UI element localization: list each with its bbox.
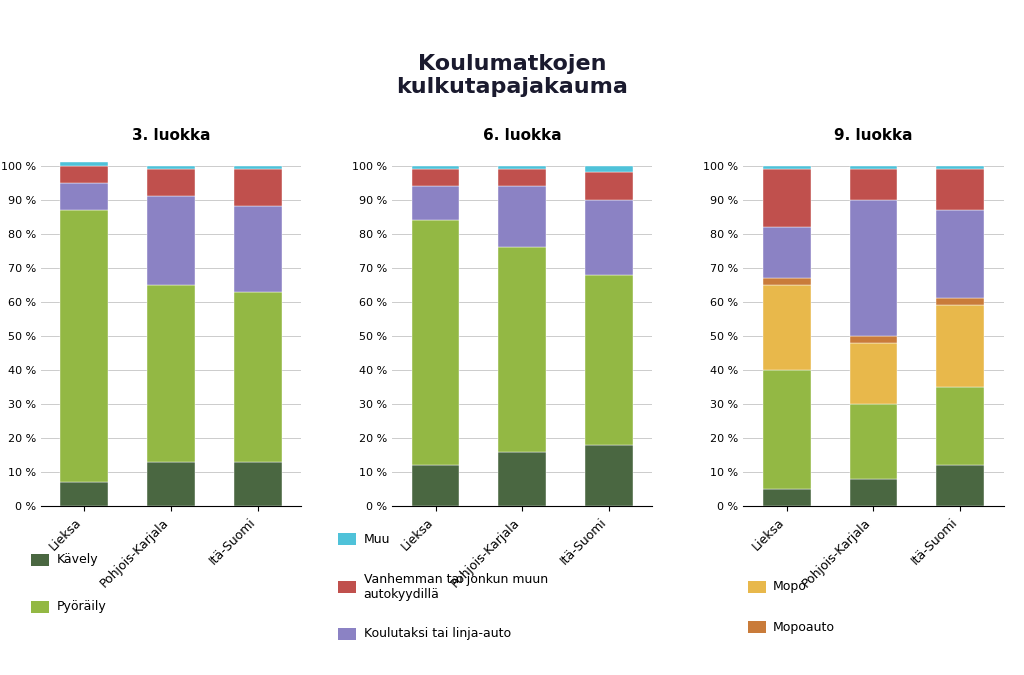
Bar (412, 186, 460, 220)
Text: Mopo: Mopo (773, 580, 807, 593)
Text: Kävely: Kävely (56, 553, 98, 566)
Bar (585, 165, 633, 172)
Bar (60, 162, 109, 165)
Title: 6. luokka: 6. luokka (483, 128, 561, 143)
Bar (499, 186, 546, 247)
Bar (936, 465, 984, 506)
Bar (499, 247, 546, 452)
Bar (585, 172, 633, 200)
Title: 9. luokka: 9. luokka (835, 128, 912, 143)
Bar (936, 169, 984, 210)
Bar (412, 165, 460, 169)
Bar (412, 465, 460, 506)
Text: Koulutaksi tai linja-auto: Koulutaksi tai linja-auto (364, 627, 511, 641)
Bar (585, 200, 633, 275)
Bar (936, 387, 984, 465)
Text: Vanhemman tai jonkun muun
autokyydillä: Vanhemman tai jonkun muun autokyydillä (364, 572, 548, 601)
Bar (60, 210, 109, 483)
Bar (147, 462, 195, 506)
Bar (585, 445, 633, 506)
Bar (233, 165, 282, 169)
Bar (585, 275, 633, 445)
Bar (850, 343, 897, 404)
Bar (233, 462, 282, 506)
Bar (147, 285, 195, 462)
Bar (850, 404, 897, 479)
Bar (233, 292, 282, 462)
Bar (850, 200, 897, 336)
Bar (412, 220, 460, 465)
Bar (147, 196, 195, 285)
Bar (499, 169, 546, 186)
Bar (412, 169, 460, 186)
Bar (763, 285, 811, 370)
Text: Pyöräily: Pyöräily (56, 600, 106, 614)
Bar (763, 227, 811, 278)
Bar (936, 305, 984, 387)
Bar (763, 489, 811, 506)
Bar (763, 278, 811, 285)
Bar (499, 165, 546, 169)
Bar (936, 165, 984, 169)
Bar (850, 165, 897, 169)
Bar (233, 169, 282, 207)
Bar (763, 165, 811, 169)
Text: Koulumatkojen
kulkutapajakauma: Koulumatkojen kulkutapajakauma (396, 54, 628, 97)
Bar (850, 479, 897, 506)
Bar (147, 169, 195, 196)
Bar (850, 336, 897, 343)
Bar (233, 207, 282, 292)
Bar (936, 298, 984, 305)
Bar (60, 483, 109, 506)
Title: 3. luokka: 3. luokka (132, 128, 210, 143)
Bar (850, 169, 897, 200)
Bar (60, 165, 109, 182)
Bar (936, 210, 984, 298)
Text: Muu: Muu (364, 533, 390, 546)
Bar (147, 165, 195, 169)
Text: Mopoauto: Mopoauto (773, 620, 836, 634)
Bar (763, 169, 811, 227)
Bar (763, 370, 811, 489)
Bar (60, 182, 109, 210)
Bar (499, 452, 546, 506)
